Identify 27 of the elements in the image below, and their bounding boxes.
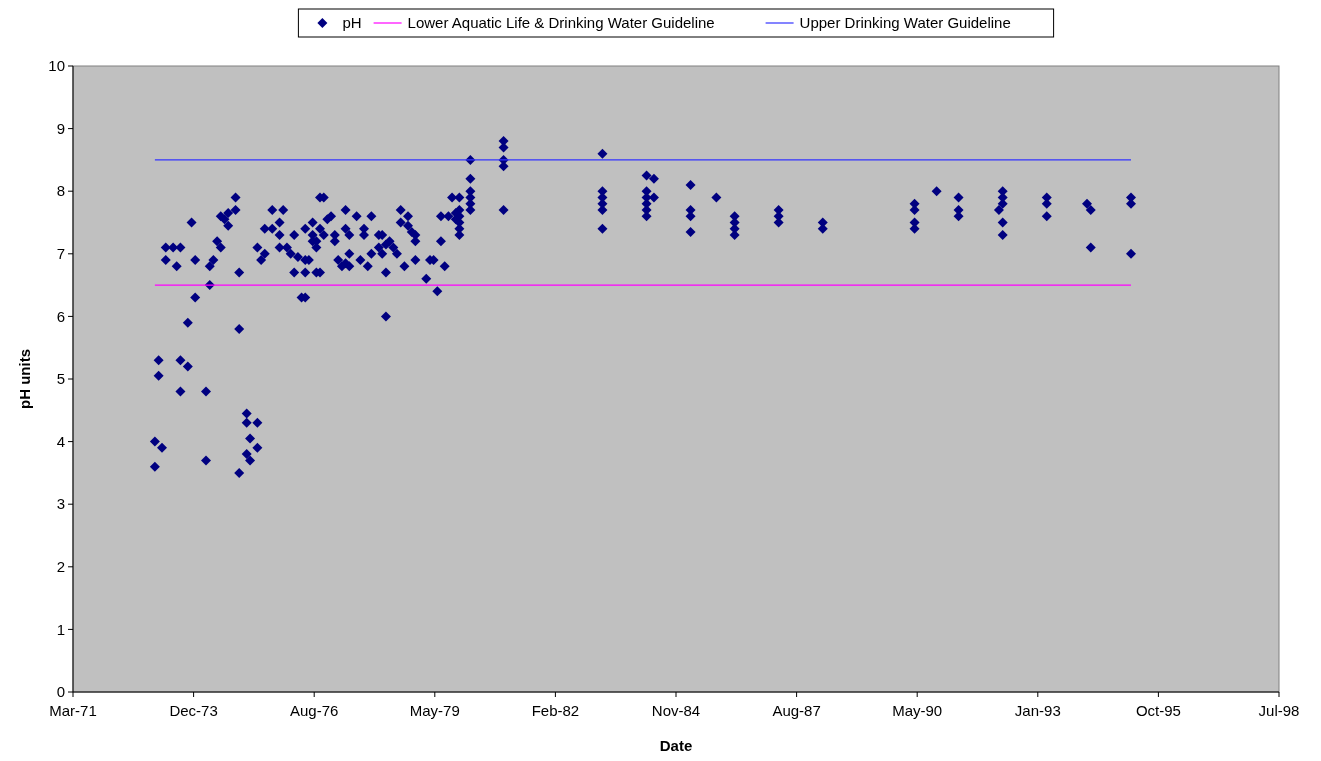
y-tick-label: 6 (56, 307, 65, 325)
x-tick-label: Aug-87 (772, 702, 821, 719)
y-tick-label: 8 (56, 182, 65, 200)
x-tick-label: Oct-95 (1135, 702, 1181, 719)
y-tick-label: 0 (56, 683, 65, 701)
x-tick-label: Feb-82 (531, 702, 580, 719)
y-tick-label: 10 (48, 57, 65, 75)
y-tick-label: 3 (56, 495, 65, 513)
x-tick-label: Dec-73 (169, 702, 218, 719)
y-tick-label: 2 (56, 558, 65, 576)
x-tick-label: Jul-98 (1258, 702, 1300, 719)
y-tick-label: 4 (56, 432, 65, 450)
legend-label: pH (342, 14, 362, 32)
y-axis-title: pH units (16, 349, 33, 409)
y-tick-label: 5 (56, 370, 65, 388)
x-tick-label: Nov-84 (651, 702, 701, 719)
y-tick-label: 1 (56, 620, 65, 638)
x-tick-label: Aug-76 (290, 702, 339, 719)
x-tick-label: May-79 (409, 702, 460, 719)
legend-label: Upper Drinking Water Guideline (799, 14, 1011, 32)
x-tick-label: Mar-71 (49, 702, 97, 719)
legend-label: Lower Aquatic Life & Drinking Water Guideline (407, 14, 715, 32)
x-tick-label: Jan-93 (1014, 702, 1061, 719)
y-tick-label: 7 (56, 245, 65, 263)
y-tick-label: 9 (56, 119, 65, 137)
x-tick-label: May-90 (892, 702, 943, 719)
x-axis-title: Date (659, 737, 693, 754)
